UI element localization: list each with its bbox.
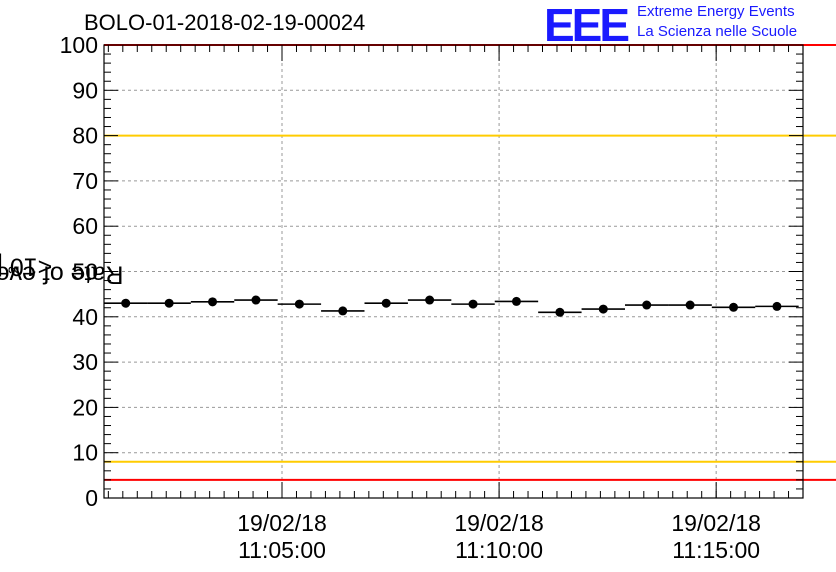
- logo-line-2: La Scienza nelle Scuole: [637, 23, 798, 40]
- data-point: [208, 297, 218, 307]
- data-point: [251, 295, 261, 305]
- y-tick-label: 20: [72, 394, 98, 420]
- data-point: [381, 298, 391, 308]
- y-tick-label: 0: [85, 485, 98, 511]
- data-point: [164, 298, 174, 308]
- y-tick-label: 40: [72, 304, 98, 330]
- eee-logo: EEE: [544, 0, 630, 51]
- data-point: [729, 302, 739, 312]
- chart-title: BOLO-01-2018-02-19-00024: [84, 10, 366, 35]
- data-point: [425, 295, 435, 305]
- y-tick-label: 70: [72, 168, 98, 194]
- data-point: [468, 299, 478, 309]
- y-tick-label: 100: [60, 32, 98, 58]
- x-tick-label: 11:10:00: [455, 537, 543, 563]
- x-tick-label: 11:15:00: [672, 537, 760, 563]
- logo-line-1: Extreme Energy Events: [637, 3, 795, 20]
- x-tick-label-date: 19/02/18: [237, 510, 327, 536]
- data-point: [555, 307, 565, 317]
- y-tick-label: 90: [72, 77, 98, 103]
- y-tick-label: 10: [72, 440, 98, 466]
- data-point: [511, 296, 521, 306]
- data-point: [294, 299, 304, 309]
- y-tick-label: 60: [72, 213, 98, 239]
- data-point: [642, 300, 652, 310]
- x-tick-label-date: 19/02/18: [671, 510, 761, 536]
- logo-text: Extreme Energy Events La Scienza nelle S…: [637, 2, 797, 42]
- data-point: [338, 306, 348, 316]
- data-point: [772, 301, 782, 311]
- data-point: [121, 298, 131, 308]
- x-tick-label-date: 19/02/18: [454, 510, 544, 536]
- y-tick-label: 30: [72, 349, 98, 375]
- data-point: [685, 300, 695, 310]
- y-tick-label: 80: [72, 123, 98, 149]
- x-tick-label: 11:05:00: [238, 537, 326, 563]
- y-tick-label: 50: [72, 259, 98, 285]
- data-point: [598, 304, 608, 314]
